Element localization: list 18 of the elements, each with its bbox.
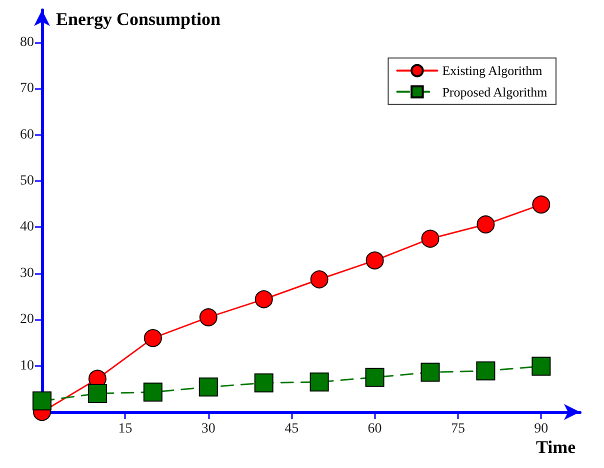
y-tick-label: 30	[20, 266, 34, 281]
y-tick-label: 80	[20, 34, 34, 50]
legend-label: Proposed Algorithm	[442, 84, 548, 100]
x-axis-title: Time	[536, 437, 576, 457]
legend-label: Existing Algorithm	[442, 63, 542, 78]
y-tick-label: 70	[20, 81, 34, 96]
x-tick-label: 90	[534, 422, 548, 436]
y-axis-title: Energy Consumption	[56, 9, 221, 29]
x-tick-label: 15	[118, 422, 132, 436]
x-tick-label: 75	[450, 422, 465, 436]
x-tick-label: 45	[284, 422, 299, 436]
y-tick-label: 50	[20, 173, 34, 188]
y-tick-label: 60	[20, 127, 34, 142]
x-tick-label: 60	[368, 422, 382, 436]
y-tick-label: 20	[20, 312, 34, 328]
y-tick-label: 40	[20, 220, 34, 235]
x-tick-label: 30	[201, 422, 216, 436]
y-tick-label: 10	[20, 358, 34, 374]
